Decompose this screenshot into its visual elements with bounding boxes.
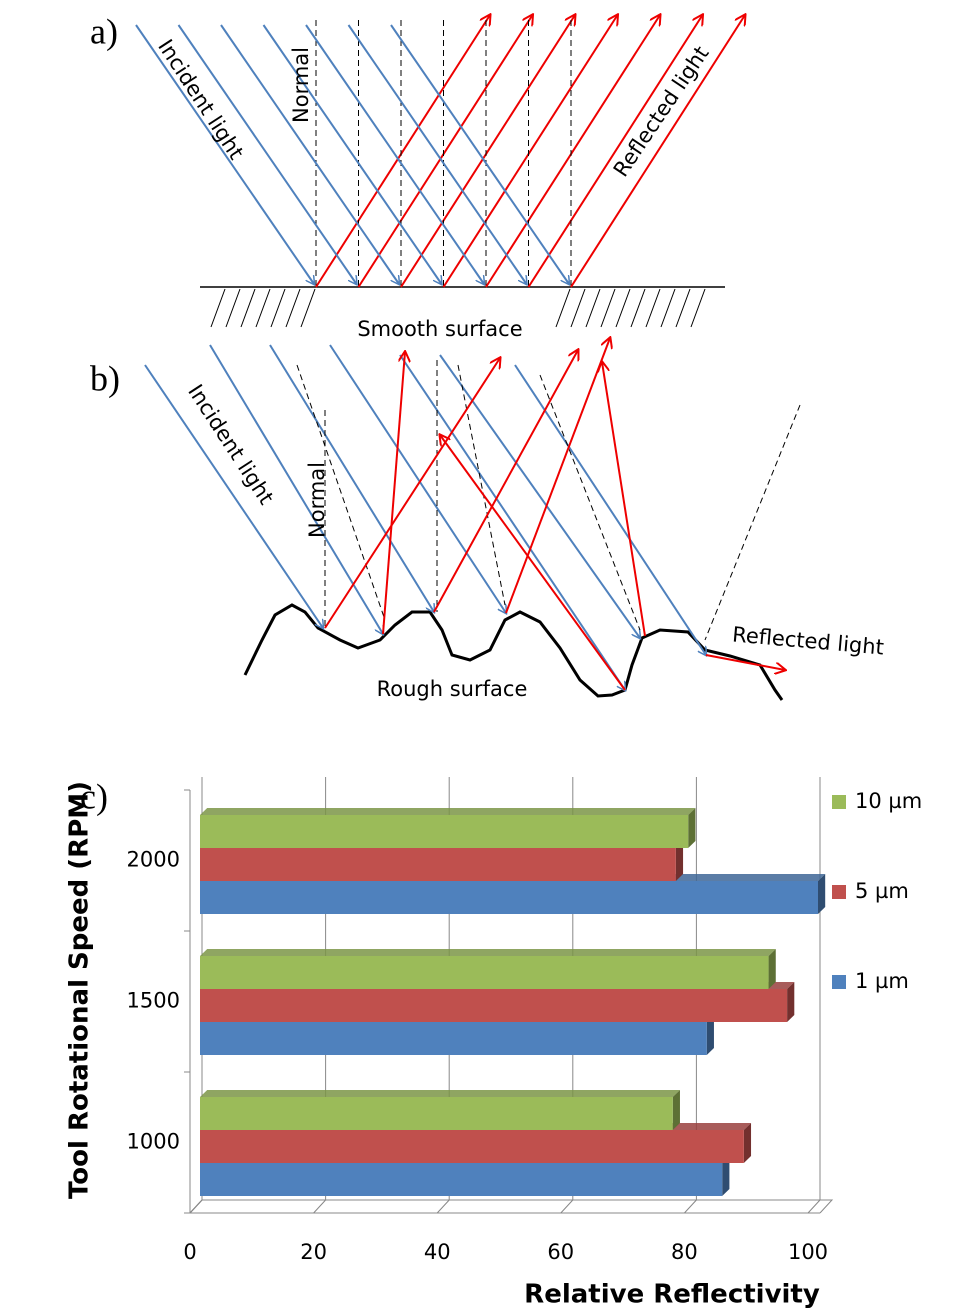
bar-side: [818, 874, 825, 914]
diagram-a: [136, 15, 745, 327]
floor: [190, 1200, 832, 1213]
incident-ray: [440, 355, 640, 638]
bar: [200, 1130, 744, 1163]
reflected-ray: [359, 15, 533, 287]
bar-side: [744, 1123, 751, 1163]
hatch: [676, 289, 690, 327]
normal-label: Normal: [289, 47, 313, 123]
bar-side: [769, 949, 776, 989]
incident-ray: [306, 25, 484, 284]
hatch: [271, 289, 285, 327]
x-axis-title: Relative Reflectivity: [524, 1280, 820, 1310]
legend-swatch: [832, 885, 846, 899]
x-tick-label: 100: [788, 1240, 828, 1264]
hatch: [571, 289, 585, 327]
y-tick-label: 1500: [127, 989, 180, 1013]
hatch: [301, 289, 315, 327]
x-tick-label: 40: [424, 1240, 451, 1264]
bar-top: [200, 1090, 680, 1097]
hatch: [556, 289, 570, 327]
figure: a) Incident light Normal Reflected light…: [0, 0, 963, 1314]
reflected-ray: [444, 15, 618, 287]
panel-label: a): [90, 11, 118, 51]
surface-label: Rough surface: [377, 677, 528, 701]
y-axis-title: Tool Rotational Speed (RPM): [65, 781, 95, 1199]
hatch: [211, 289, 225, 327]
incident-ray: [400, 355, 625, 690]
incident-label: Incident light: [153, 35, 248, 164]
y-tick-label: 2000: [127, 848, 180, 872]
x-tick-label: 20: [300, 1240, 327, 1264]
reflected-ray: [401, 15, 575, 287]
page: {"panels": { "a": {"label": "a)", "incid…: [0, 0, 963, 1314]
legend-label: 5 µm: [855, 879, 909, 903]
legend-label: 1 µm: [855, 969, 909, 993]
bar: [200, 956, 769, 989]
grid-line: [808, 777, 820, 1213]
reflected-label: Reflected light: [731, 622, 884, 659]
bar: [200, 881, 818, 914]
reflected-label: Reflected light: [609, 42, 714, 181]
hatch: [661, 289, 675, 327]
bar: [200, 989, 787, 1022]
chart: 0 20 40 60 80 100 1000 1500 2000 10 µm 5 µm 1 µm Rel…: [65, 777, 923, 1310]
incident-ray: [515, 365, 706, 655]
bar-side: [787, 982, 794, 1022]
x-tick-label: 80: [671, 1240, 698, 1264]
normal: [458, 365, 505, 605]
incident-ray: [330, 345, 506, 613]
bar-side: [688, 808, 695, 848]
incident-ray: [270, 345, 434, 612]
bar: [200, 1022, 707, 1055]
legend-label: 10 µm: [855, 789, 922, 813]
bar: [200, 815, 688, 848]
hatch: [646, 289, 660, 327]
reflected-ray: [325, 358, 500, 628]
reflected-ray: [316, 15, 490, 287]
hatch: [616, 289, 630, 327]
reflected-ray: [383, 352, 405, 634]
incident-ray: [179, 25, 357, 284]
x-tick-label: 0: [183, 1240, 196, 1264]
hatch: [586, 289, 600, 327]
hatch: [241, 289, 255, 327]
reflected-ray: [706, 655, 785, 670]
normal-label: Normal: [305, 462, 329, 538]
incident-label: Incident light: [183, 380, 278, 509]
normal: [705, 405, 800, 640]
hatch: [286, 289, 300, 327]
incident-ray: [145, 365, 323, 628]
reflected-ray: [571, 15, 745, 287]
bar-top: [200, 808, 695, 815]
bar-top: [200, 949, 776, 956]
reflected-ray: [529, 15, 703, 287]
panel-label: b): [90, 358, 120, 398]
reflected-ray: [440, 435, 625, 690]
bar-side: [673, 1090, 680, 1130]
diagram-b: [145, 338, 800, 700]
legend-swatch: [832, 795, 846, 809]
hatch: [256, 289, 270, 327]
x-tick-label: 60: [547, 1240, 574, 1264]
incident-ray: [391, 25, 569, 284]
bar: [200, 848, 676, 881]
legend-swatch: [832, 975, 846, 989]
hatch: [631, 289, 645, 327]
y-tick-label: 1000: [127, 1130, 180, 1154]
hatch: [601, 289, 615, 327]
hatch: [691, 289, 705, 327]
bar: [200, 1097, 673, 1130]
hatch: [226, 289, 240, 327]
surface-label: Smooth surface: [357, 317, 522, 341]
bar: [200, 1163, 722, 1196]
incident-ray: [349, 25, 527, 284]
